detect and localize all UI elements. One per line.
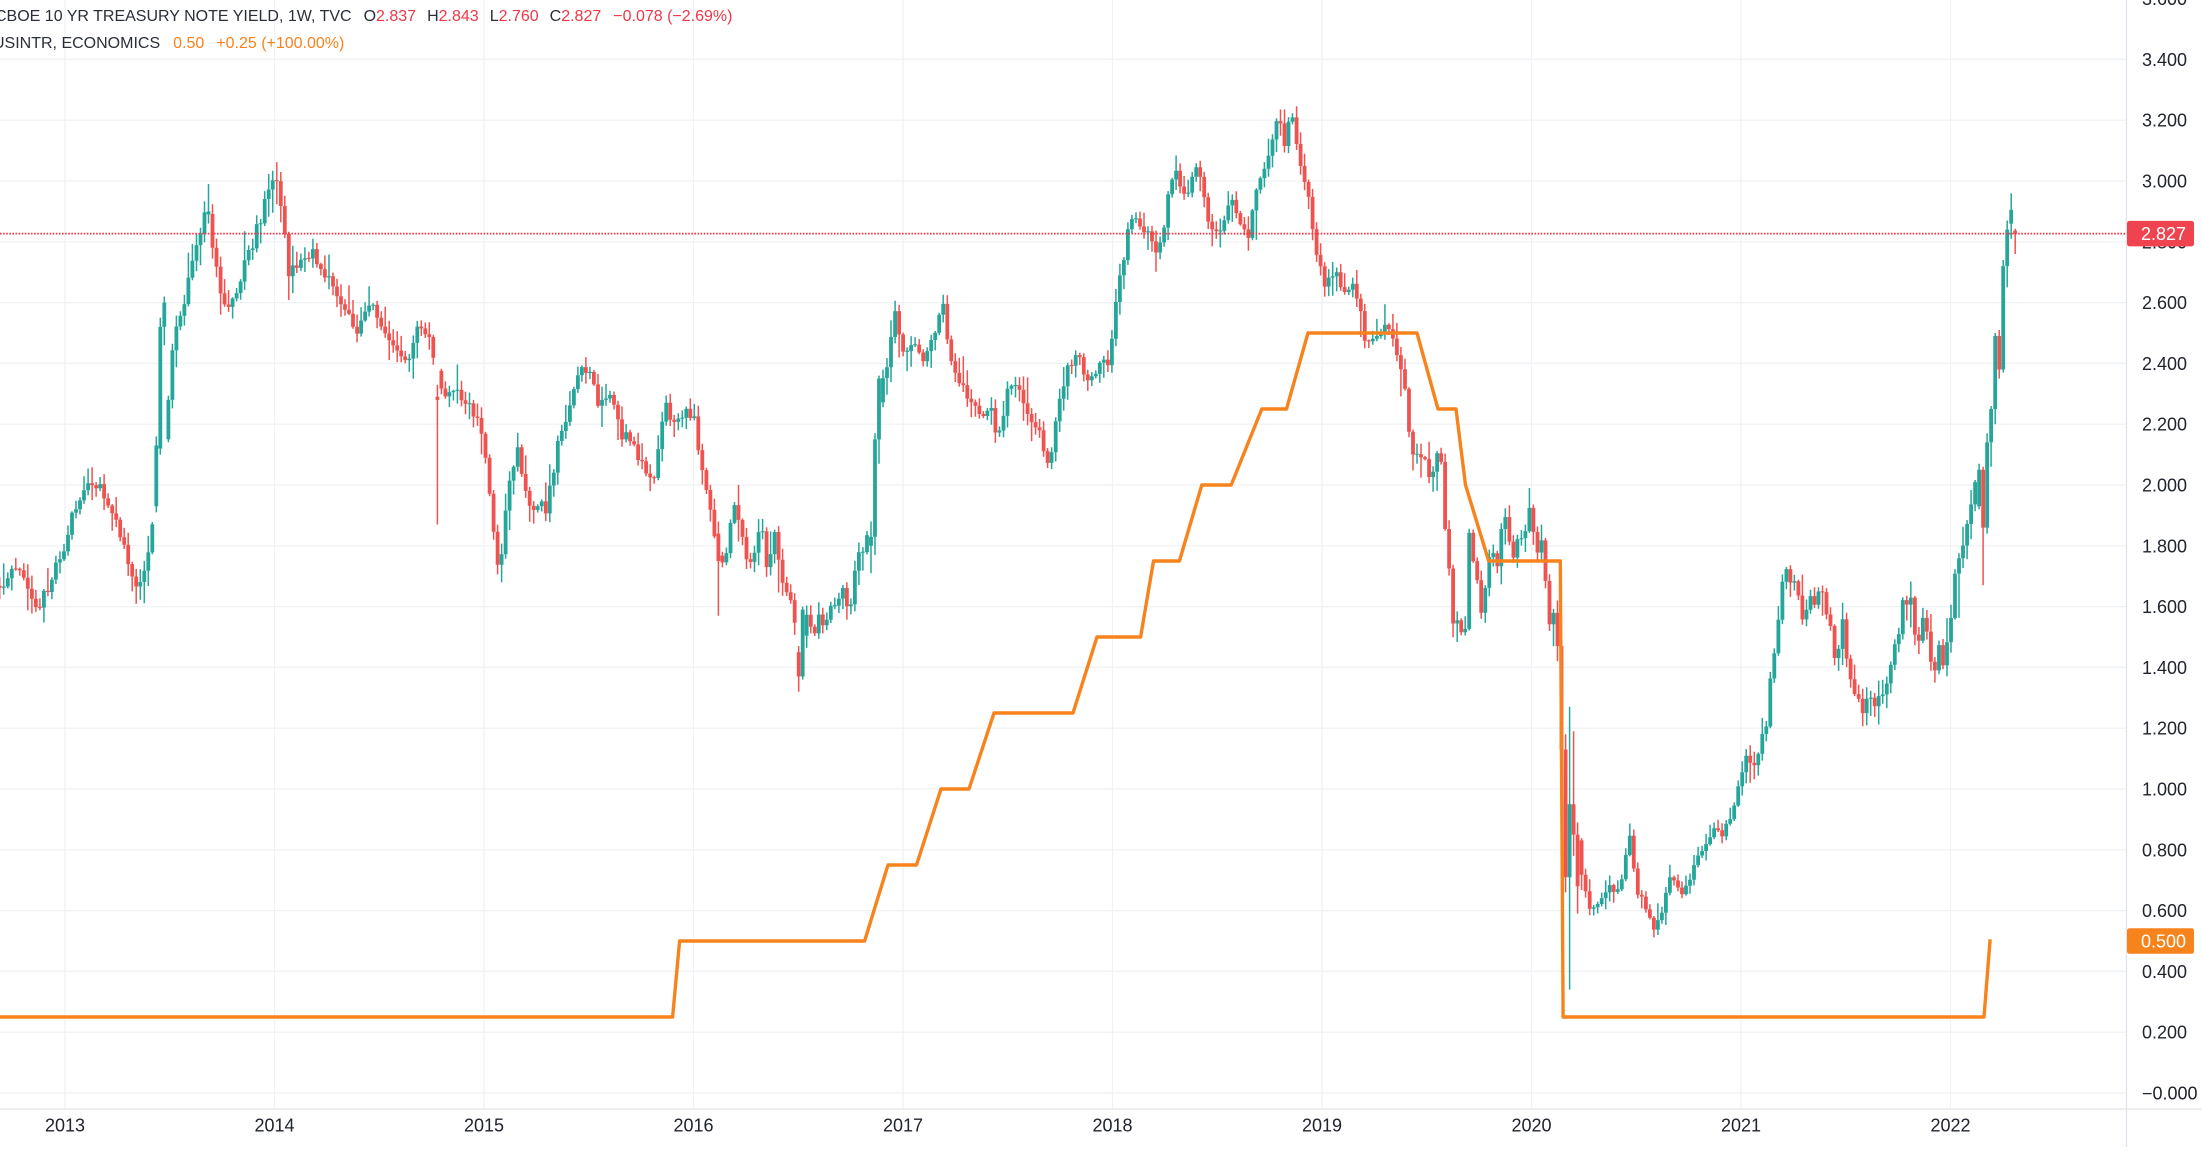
svg-text:1.200: 1.200 bbox=[2142, 719, 2187, 739]
svg-text:2.400: 2.400 bbox=[2142, 354, 2187, 374]
svg-text:3.200: 3.200 bbox=[2142, 111, 2187, 131]
svg-text:3.600: 3.600 bbox=[2142, 0, 2187, 9]
svg-text:1.600: 1.600 bbox=[2142, 597, 2187, 617]
svg-text:2019: 2019 bbox=[1302, 1116, 1342, 1136]
svg-text:2016: 2016 bbox=[673, 1116, 713, 1136]
svg-text:2.600: 2.600 bbox=[2142, 293, 2187, 313]
svg-text:1.000: 1.000 bbox=[2142, 780, 2187, 800]
svg-text:0.200: 0.200 bbox=[2142, 1023, 2187, 1043]
svg-text:0.600: 0.600 bbox=[2142, 901, 2187, 921]
svg-text:CBOE 10 YR TREASURY NOTE YIELD: CBOE 10 YR TREASURY NOTE YIELD, 1W, TVC O… bbox=[0, 8, 732, 25]
svg-text:2018: 2018 bbox=[1092, 1116, 1132, 1136]
svg-text:0.500: 0.500 bbox=[2141, 932, 2186, 952]
svg-text:2013: 2013 bbox=[45, 1116, 85, 1136]
svg-text:2014: 2014 bbox=[254, 1116, 294, 1136]
svg-text:−0.000: −0.000 bbox=[2142, 1084, 2198, 1104]
svg-text:2015: 2015 bbox=[464, 1116, 504, 1136]
svg-text:1.400: 1.400 bbox=[2142, 658, 2187, 678]
svg-text:0.400: 0.400 bbox=[2142, 962, 2187, 982]
svg-text:0.800: 0.800 bbox=[2142, 840, 2187, 860]
svg-text:3.400: 3.400 bbox=[2142, 50, 2187, 70]
svg-text:3.000: 3.000 bbox=[2142, 172, 2187, 192]
svg-text:2017: 2017 bbox=[883, 1116, 923, 1136]
svg-text:2020: 2020 bbox=[1511, 1116, 1551, 1136]
svg-text:1.800: 1.800 bbox=[2142, 536, 2187, 556]
svg-text:2.200: 2.200 bbox=[2142, 415, 2187, 435]
svg-text:2021: 2021 bbox=[1721, 1116, 1761, 1136]
svg-text:2022: 2022 bbox=[1930, 1116, 1970, 1136]
svg-text:2.000: 2.000 bbox=[2142, 476, 2187, 496]
svg-text:2.827: 2.827 bbox=[2141, 224, 2186, 244]
